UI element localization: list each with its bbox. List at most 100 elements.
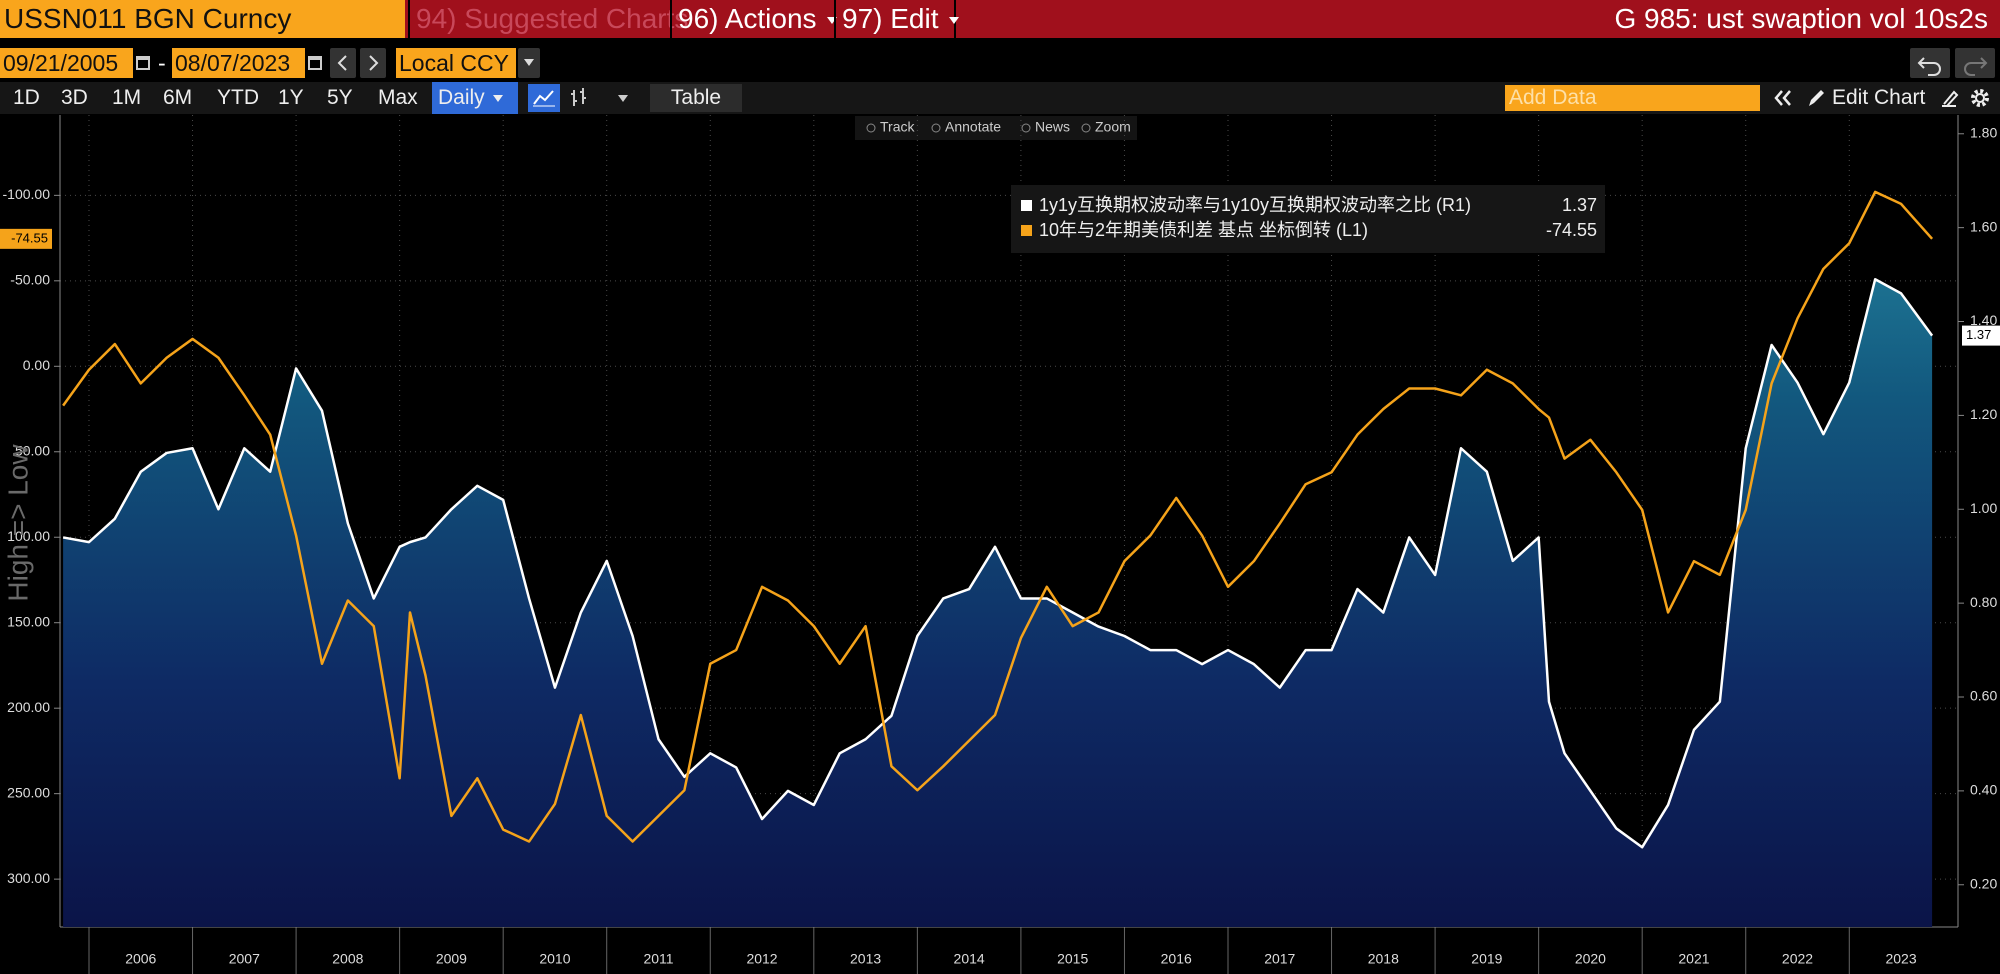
collapse-button[interactable] bbox=[1770, 84, 1796, 112]
y2-tick-label: 1.80 bbox=[1970, 124, 1997, 140]
line-chart-icon[interactable] bbox=[528, 84, 560, 112]
settings-icon[interactable] bbox=[1966, 84, 1994, 112]
x-tick-label: 2022 bbox=[1782, 951, 1813, 967]
y-tick-label: 0.00 bbox=[23, 357, 50, 373]
y2-tick-label: 0.40 bbox=[1970, 782, 1997, 798]
last-value-label: 1.37 bbox=[1966, 327, 1991, 342]
y2-tick-label: 1.00 bbox=[1970, 500, 1997, 516]
menu-label: 97) Edit bbox=[842, 3, 939, 34]
chart: Track Annotate News Zoom -100.00 -50.00 0.00 50… bbox=[0, 115, 2000, 974]
series-line bbox=[62, 278, 1934, 849]
x-tick-label: 2009 bbox=[436, 951, 467, 967]
chart-tool[interactable]: Track bbox=[880, 119, 915, 135]
x-tick-label: 2015 bbox=[1057, 951, 1088, 967]
chart-tool[interactable]: Annotate bbox=[945, 119, 1001, 135]
currency-dropdown[interactable] bbox=[518, 48, 540, 78]
last-value-tag bbox=[0, 228, 52, 249]
x-tick-label: 2020 bbox=[1575, 951, 1606, 967]
y-tick-label: 50.00 bbox=[15, 442, 50, 458]
legend-label: 10年与2年期美债利差 基点 坐标倒转 (L1) bbox=[1039, 220, 1368, 240]
undo-button[interactable] bbox=[1910, 48, 1950, 78]
period-button[interactable]: 5Y bbox=[327, 86, 353, 109]
legend-label: 1y1y互换期权波动率与1y10y互换期权波动率之比 (R1) bbox=[1039, 195, 1471, 215]
last-value-tag bbox=[1962, 325, 2000, 346]
legend-value: 1.37 bbox=[1562, 195, 1597, 215]
x-tick-label: 2007 bbox=[229, 951, 260, 967]
tool-icon bbox=[1081, 123, 1091, 133]
y-tick-label: 200.00 bbox=[7, 699, 50, 715]
x-tick-label: 2019 bbox=[1471, 951, 1502, 967]
x-tick-label: 2016 bbox=[1161, 951, 1192, 967]
chart-type-dropdown[interactable] bbox=[618, 82, 628, 114]
period-button[interactable]: 6M bbox=[163, 86, 193, 109]
x-tick-label: 2018 bbox=[1368, 951, 1399, 967]
dropdown-caret bbox=[826, 17, 837, 25]
chart-tool[interactable]: Zoom bbox=[1095, 119, 1131, 135]
pencil-icon bbox=[1809, 90, 1824, 106]
menu-item[interactable]: 96) Actions bbox=[670, 0, 837, 38]
y-tick-label: 250.00 bbox=[7, 784, 50, 800]
x-tick-label: 2021 bbox=[1678, 951, 1709, 967]
x-tick-label: 2012 bbox=[746, 951, 777, 967]
x-tick-label: 2023 bbox=[1885, 951, 1916, 967]
y2-tick-label: 0.80 bbox=[1970, 594, 1997, 610]
edit-icon[interactable] bbox=[1936, 84, 1962, 112]
x-tick-label: 2008 bbox=[332, 951, 363, 967]
x-tick-label: 2017 bbox=[1264, 951, 1295, 967]
previous-button[interactable] bbox=[330, 48, 356, 78]
bar-chart-icon[interactable] bbox=[565, 84, 593, 112]
tool-icon bbox=[1021, 123, 1031, 133]
period-button[interactable]: 1D bbox=[13, 86, 40, 109]
start-date[interactable]: 09/21/2005 bbox=[0, 48, 133, 78]
x-tick-label: 2006 bbox=[125, 951, 156, 967]
x-tick-label: 2013 bbox=[850, 951, 881, 967]
edit-chart-button[interactable]: Edit Chart bbox=[1832, 86, 1926, 109]
next-button[interactable] bbox=[360, 48, 386, 78]
currency-field[interactable]: Local CCY bbox=[396, 48, 516, 78]
security-field[interactable]: USSN011 BGN Curncy bbox=[0, 0, 405, 38]
series-area bbox=[63, 279, 1933, 927]
tool-icon bbox=[866, 123, 876, 133]
legend-value: -74.55 bbox=[1546, 220, 1597, 240]
legend-marker bbox=[1021, 225, 1032, 236]
y2-tick-label: 1.20 bbox=[1970, 406, 1997, 422]
add-data-input[interactable]: Add Data bbox=[1505, 85, 1760, 111]
last-value-label: -74.55 bbox=[11, 230, 48, 245]
series-line bbox=[62, 190, 1934, 843]
period-button[interactable]: Max bbox=[378, 86, 418, 109]
dropdown-caret bbox=[524, 59, 534, 67]
legend-box bbox=[1011, 185, 1605, 253]
y-tick-label: -50.00 bbox=[10, 272, 50, 288]
x-tick-label: 2010 bbox=[539, 951, 570, 967]
end-date[interactable]: 08/07/2023 bbox=[172, 48, 305, 78]
y-tick-label: 100.00 bbox=[7, 528, 50, 544]
calendar-icon[interactable] bbox=[307, 52, 323, 74]
y2-tick-label: 1.60 bbox=[1970, 218, 1997, 234]
redo-button[interactable] bbox=[1955, 48, 1995, 78]
y2-tick-label: 0.20 bbox=[1970, 875, 1997, 891]
y-tick-label: 150.00 bbox=[7, 613, 50, 629]
menu-item[interactable]: 97) Edit bbox=[834, 0, 959, 38]
y2-tick-label: 0.60 bbox=[1970, 688, 1997, 704]
period-button[interactable]: 3D bbox=[61, 86, 88, 109]
calendar-icon[interactable] bbox=[135, 52, 151, 74]
y-tick-label: -100.00 bbox=[3, 186, 51, 202]
period-button[interactable]: YTD bbox=[217, 86, 259, 109]
tool-icon bbox=[931, 123, 941, 133]
y-axis-title: High => Low bbox=[2, 444, 33, 602]
date-separator: - bbox=[158, 50, 166, 76]
period-button[interactable]: 1M bbox=[112, 86, 142, 109]
dropdown-caret bbox=[948, 17, 959, 25]
dropdown-caret bbox=[492, 94, 503, 102]
dropdown-caret bbox=[618, 94, 628, 102]
chart-tool[interactable]: News bbox=[1035, 119, 1070, 135]
menu-label: 96) Actions bbox=[678, 3, 817, 34]
frequency-label: Daily bbox=[438, 86, 485, 109]
menu-item[interactable]: 94) Suggested Charts bbox=[408, 0, 688, 38]
frequency-dropdown[interactable]: Daily bbox=[432, 82, 518, 114]
period-button[interactable]: 1Y bbox=[278, 86, 304, 109]
table-button[interactable]: Table bbox=[650, 84, 742, 112]
page-title: G 985: ust swaption vol 10s2s bbox=[1614, 3, 1988, 34]
y-tick-label: 300.00 bbox=[7, 870, 50, 886]
